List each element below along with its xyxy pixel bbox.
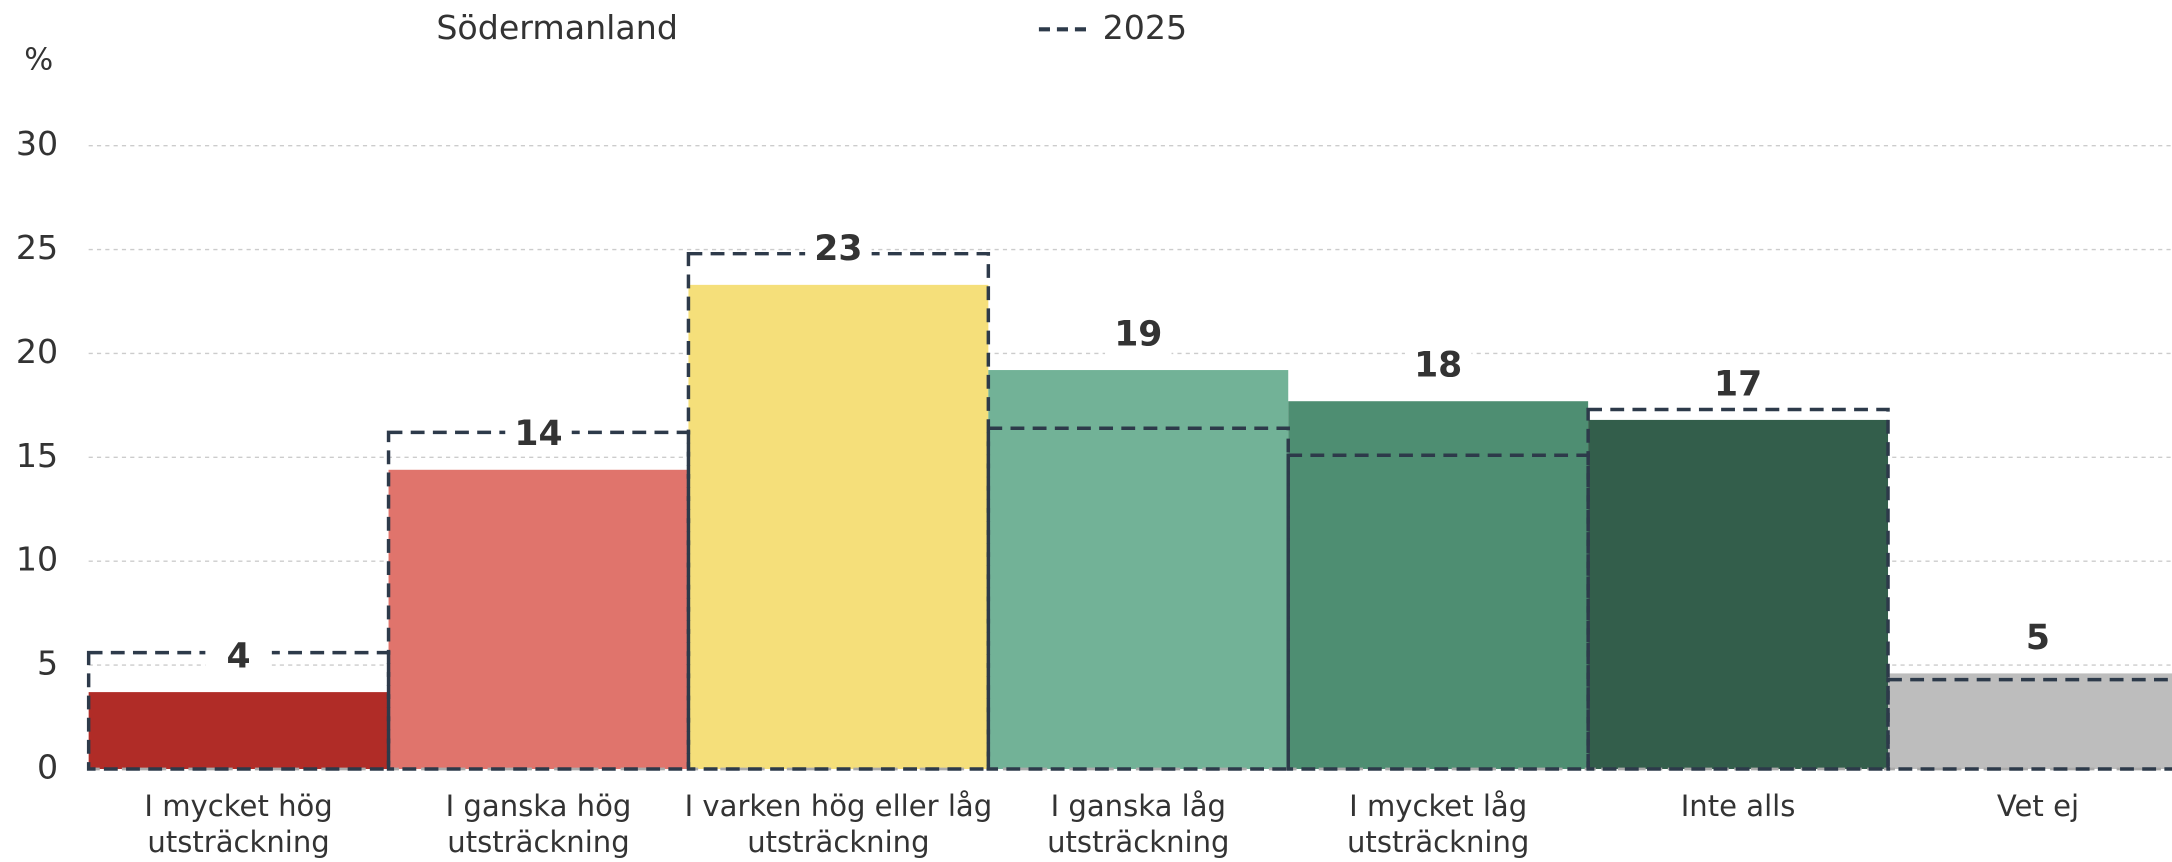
label-background bbox=[2004, 619, 2072, 659]
bar bbox=[88, 692, 389, 769]
x-tick-label: I varken hög eller låg utsträckning bbox=[685, 789, 993, 859]
x-tick-label: I mycket hög utsträckning bbox=[144, 789, 332, 859]
y-tick-label: 0 bbox=[37, 747, 58, 786]
legend-label: 2025 bbox=[1103, 8, 1188, 47]
x-tick-label: I ganska låg utsträckning bbox=[1047, 789, 1229, 859]
label-background bbox=[805, 230, 872, 270]
label-background bbox=[505, 415, 572, 455]
label-background bbox=[1105, 316, 1172, 355]
label-background bbox=[205, 638, 272, 677]
comparison-outline bbox=[386, 430, 691, 771]
y-tick-label: 15 bbox=[16, 436, 58, 475]
bar bbox=[388, 469, 689, 769]
bar bbox=[1588, 419, 1889, 769]
comparison-outline bbox=[1886, 677, 2172, 771]
x-tick-label: Inte alls bbox=[1681, 789, 1796, 823]
y-tick-label: 25 bbox=[16, 228, 58, 267]
data-label: 17 bbox=[1714, 364, 1762, 404]
data-label: 23 bbox=[814, 229, 862, 269]
x-tick-label: I mycket låg utsträckning bbox=[1347, 789, 1529, 859]
data-label: 19 bbox=[1114, 314, 1162, 354]
y-tick-label: 10 bbox=[16, 540, 58, 579]
data-label: 5 bbox=[2026, 618, 2050, 658]
bar bbox=[988, 370, 1289, 769]
x-tick-label: Vet ej bbox=[1997, 789, 2079, 823]
y-tick-label: 5 bbox=[37, 644, 58, 683]
y-axis-label: % bbox=[24, 43, 53, 78]
bar bbox=[688, 284, 989, 769]
bar bbox=[1888, 673, 2172, 769]
label-background bbox=[1404, 347, 1472, 386]
x-tick-label: I ganska hög utsträckning bbox=[446, 789, 632, 859]
bar bbox=[1288, 401, 1589, 769]
data-label: 4 bbox=[227, 636, 251, 676]
y-tick-label: 20 bbox=[16, 332, 58, 371]
legend-label: Södermanland bbox=[436, 8, 678, 47]
label-background bbox=[1704, 365, 1772, 405]
comparison-outline bbox=[986, 426, 1290, 771]
comparison-outline bbox=[86, 650, 391, 771]
comparison-outline bbox=[1586, 407, 1890, 771]
data-label: 14 bbox=[514, 414, 562, 454]
data-label: 18 bbox=[1414, 346, 1462, 386]
y-tick-label: 30 bbox=[16, 124, 58, 163]
